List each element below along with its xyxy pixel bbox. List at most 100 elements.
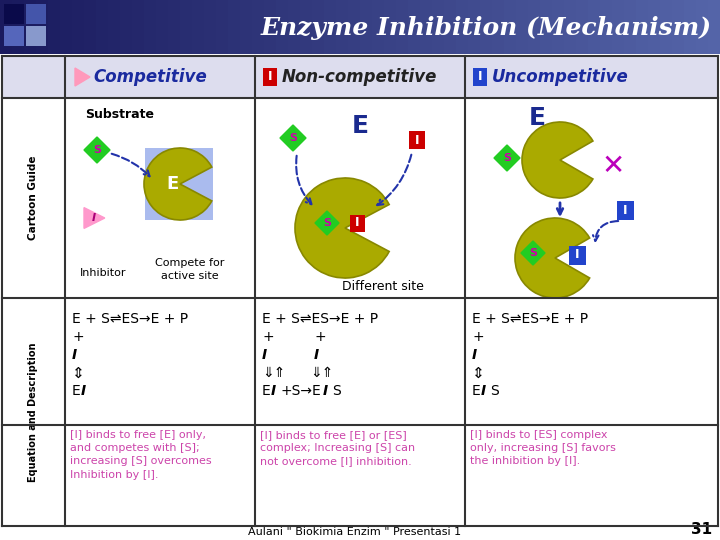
Text: Competitive: Competitive: [93, 68, 207, 86]
Bar: [569, 246, 585, 265]
Text: I: I: [81, 384, 86, 398]
Bar: [145, 148, 213, 220]
Bar: [696, 0, 709, 54]
Text: ⇓⇑: ⇓⇑: [262, 366, 285, 380]
Bar: [264, 0, 277, 54]
Text: S: S: [93, 145, 101, 155]
Bar: [263, 68, 277, 86]
Text: E + S⇌ES→E + P: E + S⇌ES→E + P: [262, 312, 378, 326]
Bar: [204, 0, 217, 54]
Bar: [420, 0, 433, 54]
Bar: [600, 0, 613, 54]
Bar: [240, 0, 253, 54]
Text: ⇕: ⇕: [472, 366, 485, 381]
Polygon shape: [280, 125, 306, 151]
Bar: [588, 0, 601, 54]
Bar: [516, 0, 529, 54]
Bar: [708, 0, 720, 54]
Polygon shape: [84, 207, 105, 228]
Bar: [576, 0, 589, 54]
Text: I: I: [314, 348, 319, 362]
Bar: [288, 0, 301, 54]
Text: [I] binds to [ES] complex
only, increasing [S] favors
the inhibition by [I].: [I] binds to [ES] complex only, increasi…: [470, 430, 616, 467]
Bar: [24, 0, 37, 54]
Bar: [612, 0, 625, 54]
Bar: [349, 214, 364, 232]
Text: Non-competitive: Non-competitive: [282, 68, 437, 86]
Bar: [2, 56, 718, 526]
Text: Uncompetitive: Uncompetitive: [492, 68, 629, 86]
Text: S: S: [490, 384, 499, 398]
Bar: [624, 0, 637, 54]
Text: S: S: [332, 384, 341, 398]
Bar: [26, 4, 46, 24]
Text: [I] binds to free [E] or [ES]
complex; Increasing [S] can
not overcome [I] inhib: [I] binds to free [E] or [ES] complex; I…: [260, 430, 415, 467]
Text: E + S⇌ES→E + P: E + S⇌ES→E + P: [472, 312, 588, 326]
Text: E: E: [351, 114, 369, 138]
Text: +: +: [472, 330, 484, 344]
Text: I: I: [323, 384, 328, 398]
Polygon shape: [521, 241, 545, 265]
Bar: [480, 0, 493, 54]
Text: S: S: [323, 218, 331, 228]
Polygon shape: [494, 145, 520, 171]
Text: +: +: [262, 330, 274, 344]
Bar: [276, 0, 289, 54]
Text: I: I: [268, 71, 272, 84]
Text: S: S: [289, 133, 297, 143]
Text: I: I: [92, 213, 96, 223]
Bar: [552, 0, 565, 54]
Text: Aulani " Biokimia Enzim " Presentasi 1: Aulani " Biokimia Enzim " Presentasi 1: [248, 527, 462, 537]
Bar: [216, 0, 229, 54]
Text: E: E: [167, 175, 179, 193]
Bar: [540, 0, 553, 54]
Bar: [473, 68, 487, 86]
Text: [I] binds to free [E] only,
and competes with [S];
increasing [S] overcomes
Inhi: [I] binds to free [E] only, and competes…: [70, 430, 212, 480]
Bar: [180, 0, 193, 54]
Text: I: I: [72, 348, 77, 362]
Text: ✕: ✕: [601, 152, 625, 180]
Bar: [312, 0, 325, 54]
Bar: [120, 0, 133, 54]
Bar: [672, 0, 685, 54]
Bar: [96, 0, 109, 54]
Text: E: E: [472, 384, 481, 398]
Bar: [396, 0, 409, 54]
Text: +: +: [72, 330, 84, 344]
Bar: [144, 0, 157, 54]
Polygon shape: [315, 211, 339, 235]
Bar: [409, 131, 425, 149]
Bar: [228, 0, 241, 54]
Bar: [4, 4, 24, 24]
Bar: [4, 26, 24, 46]
Bar: [108, 0, 121, 54]
Text: S: S: [503, 153, 511, 163]
Text: E + S⇌ES→E + P: E + S⇌ES→E + P: [72, 312, 188, 326]
Text: I: I: [415, 133, 419, 146]
Bar: [2, 56, 718, 98]
Bar: [372, 0, 385, 54]
Bar: [348, 0, 361, 54]
Bar: [324, 0, 337, 54]
Bar: [132, 0, 145, 54]
Bar: [12, 0, 25, 54]
Text: Different site: Different site: [342, 280, 424, 293]
Text: I: I: [623, 204, 627, 217]
Bar: [456, 0, 469, 54]
Wedge shape: [144, 148, 212, 220]
Bar: [156, 0, 169, 54]
Bar: [26, 26, 46, 46]
Bar: [84, 0, 97, 54]
Wedge shape: [522, 122, 593, 198]
Bar: [384, 0, 397, 54]
Text: I: I: [575, 248, 580, 261]
Text: E: E: [262, 384, 271, 398]
Bar: [684, 0, 697, 54]
Bar: [300, 0, 313, 54]
Bar: [192, 0, 205, 54]
Text: Inhibitor: Inhibitor: [80, 268, 126, 278]
Bar: [564, 0, 577, 54]
Text: S: S: [529, 248, 537, 258]
Text: +: +: [314, 330, 325, 344]
Bar: [0, 0, 13, 54]
